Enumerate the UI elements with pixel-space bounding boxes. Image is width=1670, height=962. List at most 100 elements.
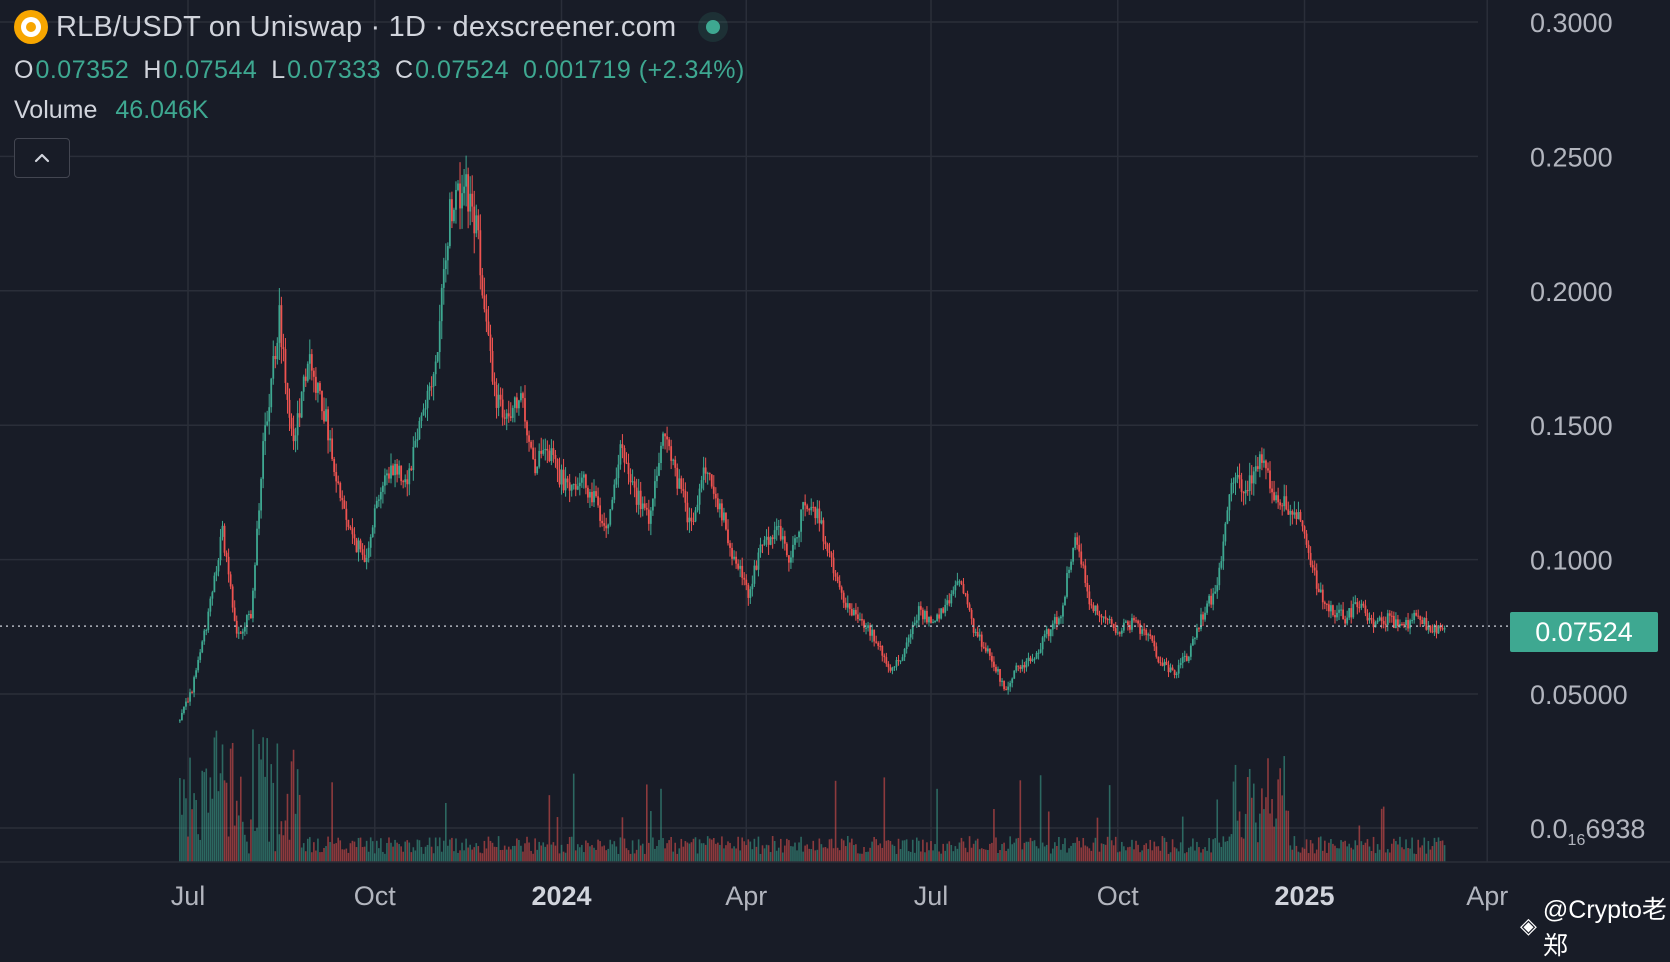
volume-bar [520,845,522,862]
volume-bar [972,843,975,862]
volume-bar [645,784,648,862]
candle-body [1206,603,1208,613]
volume-bar [932,850,934,862]
volume-bar [1397,844,1399,862]
candle-body [422,409,425,416]
candle-body [1094,605,1097,612]
volume-bar [1281,795,1283,862]
volume-bar [321,852,323,862]
volume-bar [1216,799,1219,862]
volume-bar [617,853,620,862]
volume-bar [335,843,337,862]
candle-body [1344,619,1347,624]
candle-body [1325,603,1328,605]
volume-bar [1076,837,1078,862]
candle-body [611,499,614,510]
candle-body [1202,614,1204,620]
candle-body [995,666,997,672]
volume-bar [1033,840,1036,862]
candle-body [686,502,689,523]
candle-body [1427,625,1430,630]
watermark: ◈ @Crypto老郑 [1520,890,1670,962]
volume-bar [530,850,532,862]
candle-body [852,609,855,616]
volume-bar [209,777,212,862]
candle-body [560,469,563,485]
candle-body [357,540,360,553]
candle-body [1220,561,1223,568]
low-value: 0.07333 [287,55,382,84]
volume-bar [812,840,815,862]
volume-bar [477,846,480,862]
volume-bar [1141,850,1143,862]
candle-body [798,531,800,538]
candle-body [771,537,774,540]
volume-bar [786,838,788,862]
volume-bar [1352,849,1355,862]
candle-body [540,450,543,454]
volume-bar [700,843,703,862]
volume-bar [974,840,977,862]
candle-body [1275,495,1278,501]
volume-bar [1265,797,1267,862]
volume-bar [1279,768,1281,862]
candle-body [938,614,941,619]
volume-bar [422,853,425,862]
candle-body [919,606,922,610]
candle-body [235,620,238,634]
x-tick-label: Oct [1097,881,1140,911]
volume-bar [1423,837,1426,862]
volume-bar [1045,844,1048,862]
volume-bar [1439,840,1442,862]
volume-bar [556,817,559,862]
volume-bar [1035,846,1038,862]
candle-body [1137,620,1139,624]
candle-body [564,478,567,491]
candle-body [991,655,993,662]
volume-bar [1017,837,1020,862]
volume-bar [623,838,626,862]
volume-bar [512,845,514,862]
collapse-legend-button[interactable] [14,138,70,178]
volume-bar [1297,851,1300,862]
candle-body [1068,569,1070,574]
volume-bar [1332,843,1334,862]
candle-body [243,626,246,632]
volume-bar [300,847,303,862]
volume-bar [347,852,350,862]
volume-bar [733,846,735,862]
volume-bar [459,850,461,862]
candle-body [1003,680,1005,690]
volume-bar [514,845,516,862]
volume-bar [911,839,914,862]
volume-bar [489,840,492,862]
volume-bar [1181,816,1184,862]
candle-body [1228,494,1231,511]
volume-bar [1340,840,1342,862]
candle-body [802,502,805,510]
candle-body [615,478,618,485]
candle-body [587,487,589,498]
candle-body [556,459,559,470]
candle-body [286,382,289,400]
volume-bar [1019,780,1022,862]
candle-body [1419,616,1422,621]
volume-bar [359,837,362,862]
volume-bar [924,852,926,862]
volume-bar [784,845,786,862]
volume-bar [948,841,951,862]
candle-body [783,536,786,544]
candle-body [721,503,723,521]
volume-bar [181,814,183,862]
candle-body [903,648,906,658]
candle-body [700,480,703,489]
volume-bar [581,844,583,862]
volume-bar [1240,837,1243,862]
candle-body [1258,454,1261,469]
price-chart[interactable]: 0.3000 0.2500 0.2000 0.1500 0.1000 0.05000 0.0… [0,0,1670,926]
candle-body [1011,678,1014,683]
volume-bar [631,840,634,862]
candle-body [304,376,307,381]
candle-body [838,581,841,588]
candle-body [406,479,409,485]
